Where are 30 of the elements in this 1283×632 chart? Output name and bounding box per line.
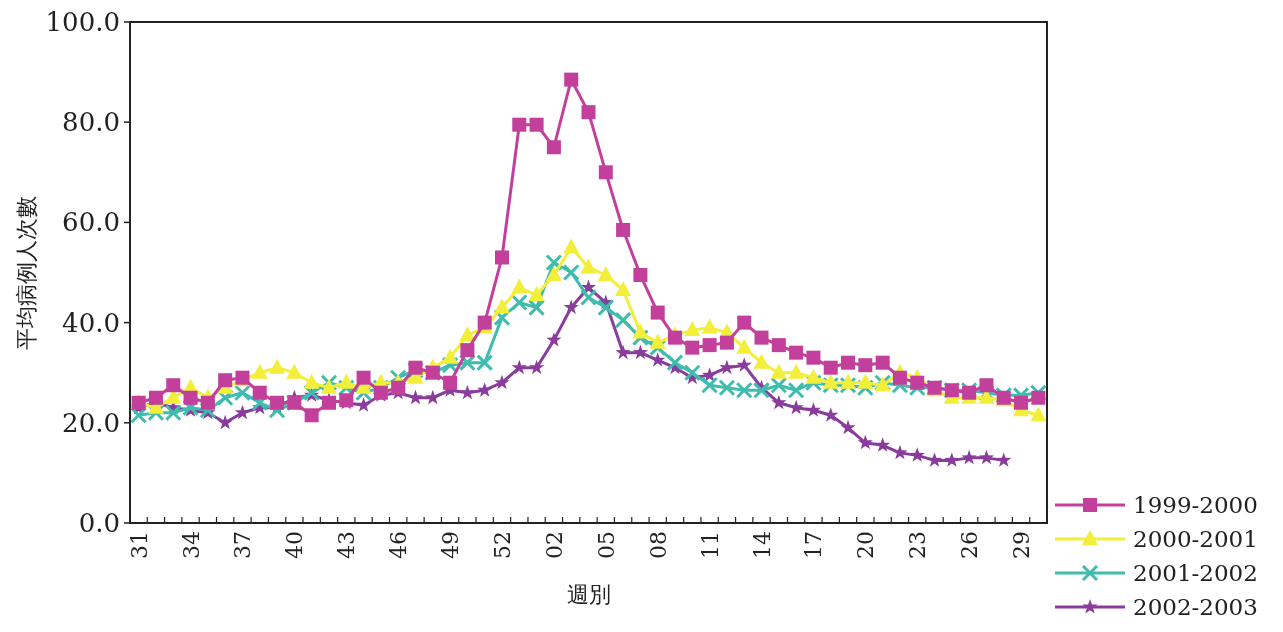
legend-label: 2001-2002 bbox=[1133, 560, 1258, 586]
x-tick-label: 02 bbox=[541, 531, 567, 559]
x-tick-label: 05 bbox=[593, 531, 619, 559]
legend-label: 2000-2001 bbox=[1133, 526, 1258, 552]
x-tick-label: 11 bbox=[697, 531, 723, 559]
x-tick-label: 52 bbox=[489, 531, 515, 559]
y-tick-label: 20.0 bbox=[62, 407, 120, 438]
y-tick-label: 100.0 bbox=[45, 7, 120, 37]
legend-label: 2002-2003 bbox=[1133, 594, 1258, 620]
x-axis-title: 週別 bbox=[566, 582, 611, 607]
y-tick-label: 60.0 bbox=[62, 207, 120, 238]
x-tick-label: 26 bbox=[957, 531, 983, 559]
y-tick-label: 40.0 bbox=[62, 307, 120, 338]
x-tick-label: 49 bbox=[438, 531, 464, 559]
x-tick-label: 31 bbox=[126, 531, 152, 559]
x-tick-label: 23 bbox=[905, 531, 931, 559]
x-tick-label: 08 bbox=[645, 531, 671, 559]
legend-label: 1999-2000 bbox=[1133, 492, 1258, 518]
x-tick-label: 29 bbox=[1009, 531, 1035, 559]
x-tick-label: 40 bbox=[282, 531, 308, 559]
y-tick-label: 0.0 bbox=[78, 508, 120, 538]
x-tick-label: 46 bbox=[386, 531, 412, 559]
x-tick-label: 14 bbox=[749, 531, 775, 559]
x-tick-label: 43 bbox=[334, 531, 360, 559]
x-tick-label: 20 bbox=[853, 531, 879, 559]
x-tick-label: 17 bbox=[801, 531, 827, 559]
x-tick-label: 37 bbox=[230, 531, 256, 559]
y-axis-title: 平均病例人次數 bbox=[14, 195, 39, 350]
x-tick-label: 34 bbox=[178, 531, 204, 559]
y-tick-label: 80.0 bbox=[62, 107, 120, 138]
